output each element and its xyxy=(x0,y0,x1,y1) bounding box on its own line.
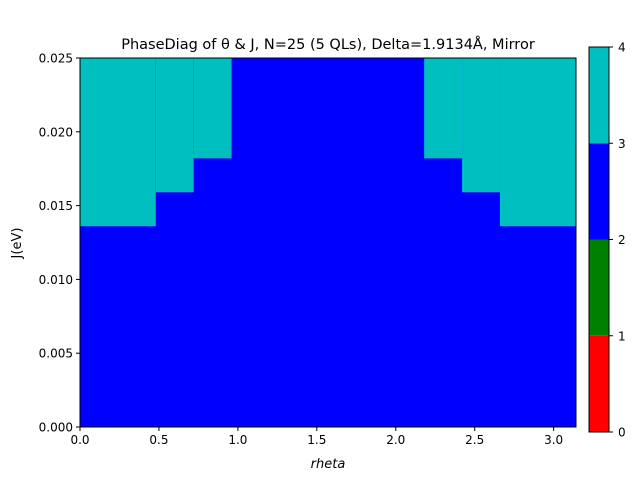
phase-region-2 xyxy=(193,58,232,159)
x-tick-label: 1.5 xyxy=(307,433,326,447)
y-tick-label: 0.020 xyxy=(39,125,73,139)
colorbar-tick-label: 0 xyxy=(618,426,626,440)
phase-region-0 xyxy=(80,58,156,227)
colorbar-segment-2 xyxy=(589,143,609,240)
phase-region-4 xyxy=(462,58,500,193)
y-tick-label: 0.000 xyxy=(39,421,73,435)
colorbar-tick-label: 4 xyxy=(618,41,626,55)
colorbar-segment-1 xyxy=(589,239,609,336)
x-tick-label: 0.5 xyxy=(149,433,168,447)
x-axis-label: rheta xyxy=(311,457,346,472)
y-axis: 0.000 0.005 0.010 0.015 0.020 0.025 xyxy=(39,52,80,435)
y-tick-label: 0.010 xyxy=(39,273,73,287)
x-tick-label: 1.0 xyxy=(228,433,247,447)
colorbar-tick-label: 3 xyxy=(618,137,626,151)
chart-title: PhaseDiag of θ & J, N=25 (5 QLs), Delta=… xyxy=(121,36,535,53)
colorbar-segment-3 xyxy=(589,47,609,144)
y-tick-label: 0.005 xyxy=(39,347,73,361)
x-tick-label: 3.0 xyxy=(544,433,563,447)
phase-region-3 xyxy=(424,58,463,159)
x-tick-label: 2.5 xyxy=(465,433,484,447)
phase-region-5 xyxy=(499,58,576,227)
plot-area xyxy=(79,57,577,428)
x-tick-label: 2.0 xyxy=(386,433,405,447)
x-tick-label: 0.0 xyxy=(70,433,89,447)
y-tick-label: 0.025 xyxy=(39,52,73,66)
colorbar: 0 1 2 3 4 xyxy=(588,41,626,440)
x-axis: 0.0 0.5 1.0 1.5 2.0 2.5 3.0 xyxy=(70,427,563,447)
colorbar-tick-label: 1 xyxy=(618,329,626,343)
phase-region-1 xyxy=(155,58,194,193)
colorbar-tick-label: 2 xyxy=(618,233,626,247)
y-tick-label: 0.015 xyxy=(39,199,73,213)
y-axis-label: J(eV) xyxy=(10,228,25,260)
plot-frame xyxy=(79,57,577,428)
colorbar-segment-0 xyxy=(589,335,609,432)
